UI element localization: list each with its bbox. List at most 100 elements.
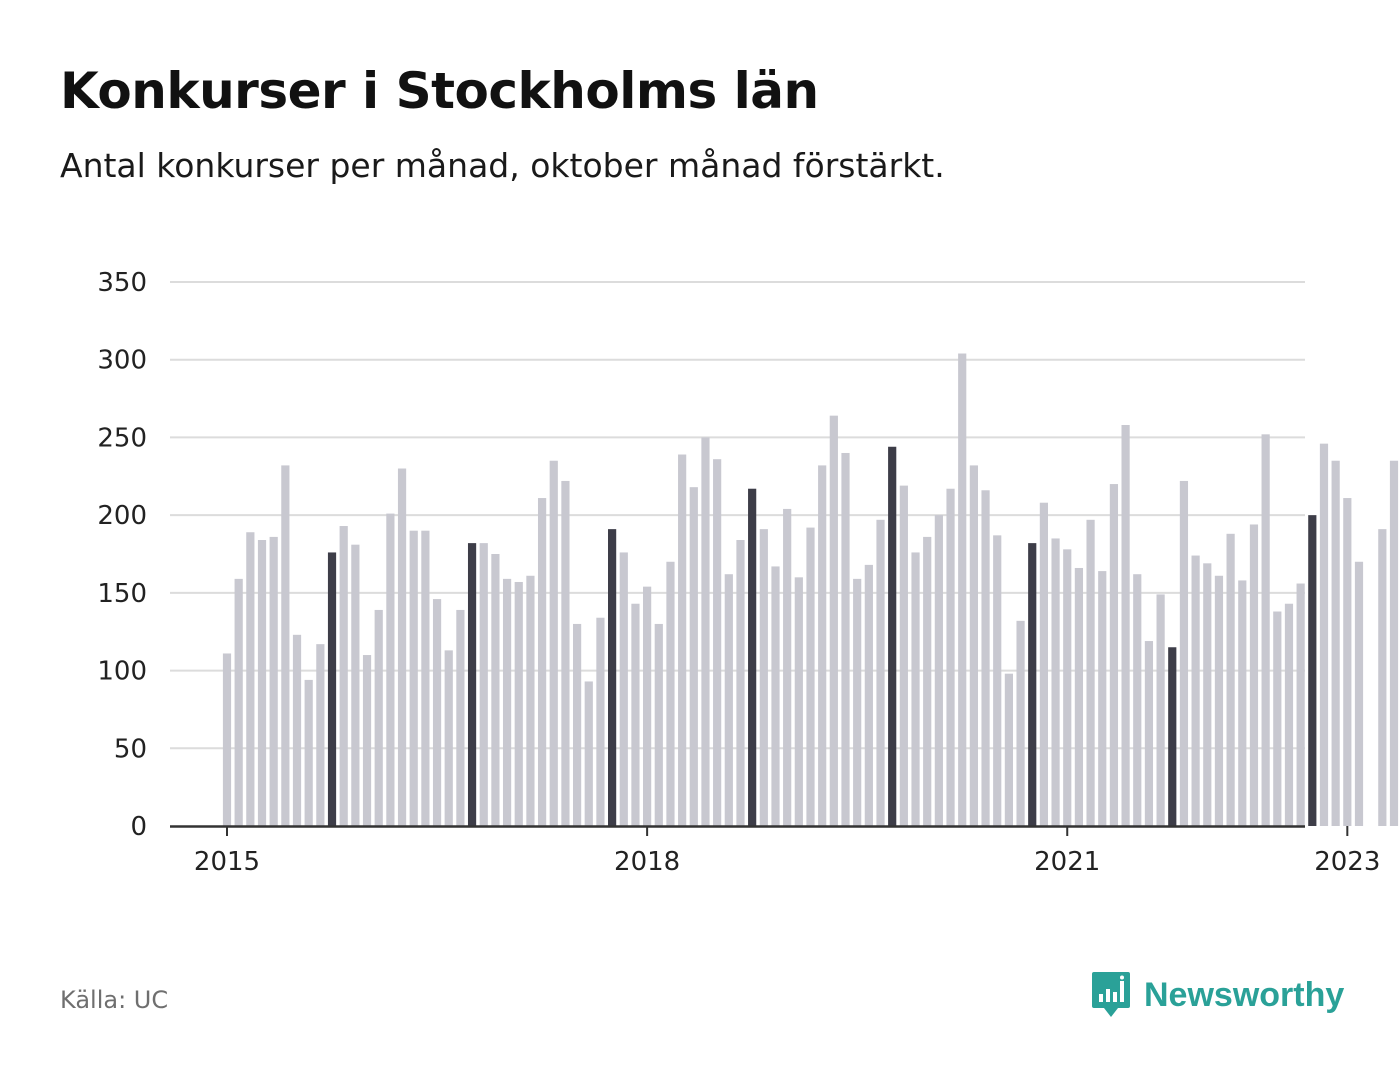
y-tick-label: 150 <box>97 579 147 609</box>
bar <box>1238 580 1247 826</box>
bar <box>1331 460 1340 826</box>
bar <box>257 540 267 826</box>
bar <box>678 454 687 826</box>
bar <box>456 609 465 826</box>
bar <box>911 552 920 826</box>
bar <box>526 575 535 826</box>
y-tick-label: 200 <box>97 501 147 531</box>
bar <box>993 535 1002 826</box>
bar <box>736 540 745 826</box>
bar <box>1039 502 1048 826</box>
y-axis-ticks: 0 50 100 150 200 250 300 350 <box>97 268 147 842</box>
bar <box>397 468 407 826</box>
bar <box>841 452 850 826</box>
bar <box>1179 480 1189 826</box>
bar <box>899 485 908 826</box>
bar <box>1273 611 1282 826</box>
bar <box>923 536 932 826</box>
bar-october <box>467 543 477 826</box>
bar <box>502 578 512 826</box>
bar-october <box>608 529 617 826</box>
bar <box>759 529 768 826</box>
bar <box>234 578 243 826</box>
bar <box>654 623 663 826</box>
y-tick-label: 0 <box>130 812 147 842</box>
bar <box>246 532 255 826</box>
bar <box>573 623 582 826</box>
bar <box>584 681 593 826</box>
bar <box>1016 620 1025 826</box>
bar <box>537 498 547 826</box>
bar <box>1133 574 1142 826</box>
bar <box>1109 484 1119 826</box>
bar <box>409 530 418 826</box>
bar-october <box>888 446 897 826</box>
y-tick-label: 100 <box>97 657 147 687</box>
bar <box>561 480 570 826</box>
bar <box>771 566 780 826</box>
bar <box>981 490 990 826</box>
bar <box>1284 603 1294 826</box>
bar <box>666 561 675 826</box>
brand-name: Newsworthy <box>1144 975 1345 1014</box>
page-subtitle: Antal konkurser per månad, oktober månad… <box>60 146 945 185</box>
bar <box>1121 424 1130 826</box>
bar <box>222 653 232 826</box>
bar <box>853 578 862 826</box>
x-axis-ticks: 2015 2018 2021 2023 <box>194 826 1380 877</box>
bar <box>444 650 453 826</box>
bar <box>1319 443 1329 826</box>
bar-october <box>748 488 757 826</box>
bar <box>643 586 652 826</box>
x-tick-label: 2023 <box>1314 847 1380 877</box>
bar <box>514 581 523 826</box>
bar <box>1261 434 1270 826</box>
bar <box>689 487 698 826</box>
bar <box>1086 519 1095 826</box>
y-tick-label: 300 <box>97 346 147 376</box>
y-tick-label: 350 <box>97 268 147 298</box>
bar <box>491 554 500 826</box>
bar <box>864 564 873 826</box>
bar <box>619 552 628 826</box>
newsworthy-logo-icon <box>1092 972 1130 1017</box>
bar <box>339 526 348 826</box>
source-note: Källa: UC <box>60 986 169 1014</box>
bar-october <box>1168 647 1177 826</box>
bar <box>701 437 710 826</box>
bar <box>946 488 955 826</box>
bar <box>794 577 803 826</box>
bar <box>713 459 722 826</box>
bar <box>1156 594 1165 826</box>
bar <box>1051 538 1060 826</box>
bar <box>1191 555 1200 826</box>
bar <box>432 599 442 826</box>
bar <box>1004 673 1013 826</box>
bar <box>421 530 430 826</box>
bar <box>304 679 313 826</box>
bar <box>316 644 325 826</box>
bar <box>479 543 488 826</box>
bar <box>631 603 640 826</box>
bar <box>783 508 792 826</box>
bars <box>222 353 1399 826</box>
bar <box>876 519 885 826</box>
brand-logo[interactable]: Newsworthy <box>1090 970 1344 1020</box>
bar <box>374 609 383 826</box>
page-title: Konkurser i Stockholms län <box>60 62 819 120</box>
bar <box>1098 571 1107 826</box>
x-tick-label: 2018 <box>614 847 680 877</box>
bar <box>1249 524 1259 826</box>
bar <box>1343 498 1352 826</box>
bar <box>362 655 372 826</box>
bar <box>818 465 827 826</box>
bar <box>596 617 605 826</box>
bar <box>1063 549 1072 826</box>
x-tick-label: 2015 <box>194 847 260 877</box>
bar <box>969 465 978 826</box>
bar <box>934 515 943 826</box>
bar <box>1214 575 1224 826</box>
bar-chart: 0 50 100 150 200 250 300 350 2015 2018 2021 2023 2… <box>97 268 1399 877</box>
bar-october <box>1028 543 1037 826</box>
bar-october <box>1308 515 1317 826</box>
